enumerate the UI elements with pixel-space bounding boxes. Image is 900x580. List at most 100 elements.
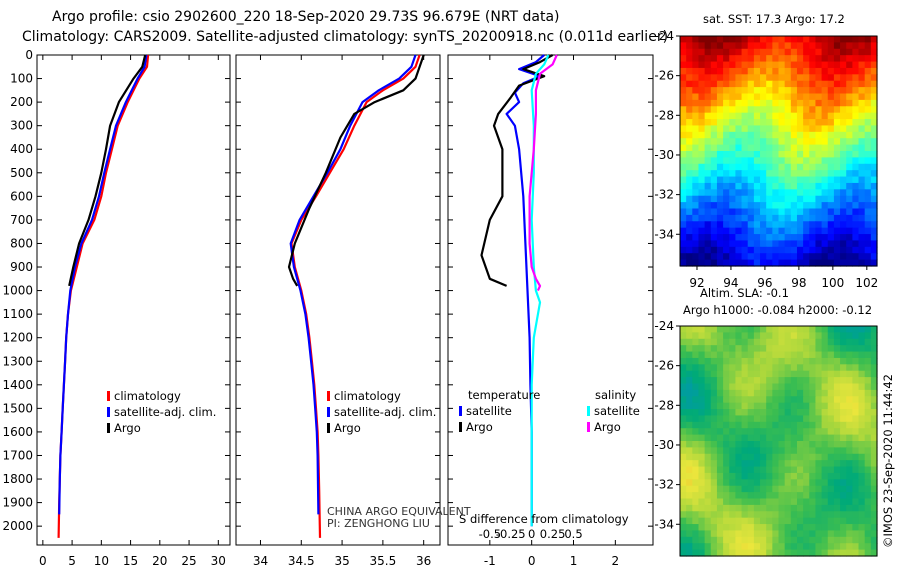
map-cell — [729, 543, 737, 551]
map-cell — [778, 409, 786, 417]
map-cell — [680, 415, 687, 423]
map-cell — [815, 466, 823, 474]
map-cell — [864, 383, 872, 391]
map-cell — [766, 498, 773, 506]
difference-panel: -1 0 1 2-0.5-0.25 0 0.250.5S difference from … — [447, 54, 654, 568]
map-cell — [686, 543, 693, 551]
map-cell — [778, 441, 786, 448]
map-cell — [698, 227, 706, 235]
map-cell — [729, 87, 737, 95]
map-cell — [846, 434, 853, 442]
map-cell — [846, 99, 853, 107]
map-cell — [803, 441, 810, 448]
map-cell — [846, 357, 853, 365]
map-cell — [846, 74, 853, 82]
map-cell — [698, 42, 706, 50]
map-cell — [710, 466, 718, 474]
map-cell — [735, 460, 743, 468]
map-cell — [766, 421, 773, 429]
map-cell — [846, 389, 853, 397]
map-cell — [870, 112, 878, 120]
map-cell — [680, 144, 687, 152]
map-cell — [796, 221, 804, 229]
map-cell — [723, 338, 730, 346]
map-cell — [680, 36, 687, 43]
map-cell — [741, 498, 749, 506]
map-cell — [741, 80, 749, 88]
y-tick-label: 1400 — [2, 378, 33, 392]
map-cell — [827, 93, 835, 101]
map-cell — [716, 221, 724, 229]
map-cell — [680, 377, 687, 385]
map-cell — [753, 189, 761, 197]
map-cell — [846, 447, 853, 455]
map-cell — [680, 234, 687, 242]
map-cell — [833, 119, 841, 127]
map-cell — [858, 208, 866, 216]
map-cell — [704, 402, 712, 410]
map-cell — [803, 67, 810, 75]
map-cell — [723, 345, 730, 353]
map-cell — [741, 428, 749, 436]
map-cell — [833, 195, 841, 203]
map-cell — [784, 428, 792, 436]
map-cell — [772, 377, 780, 385]
map-cell — [680, 383, 687, 391]
map-cell — [833, 163, 841, 171]
map-cell — [698, 240, 706, 248]
map-cell — [852, 74, 860, 82]
map-cell — [766, 112, 773, 120]
map-cell — [827, 55, 835, 63]
map-cell — [840, 351, 847, 359]
map-cell — [680, 396, 687, 404]
map-cell — [704, 157, 712, 165]
map-cell — [796, 240, 804, 248]
map-cell — [852, 549, 860, 557]
map-cell — [827, 338, 835, 346]
map-cell — [729, 485, 737, 493]
map-cell — [716, 511, 724, 519]
map-cell — [747, 112, 755, 120]
map-cell — [772, 517, 780, 525]
map-cell — [809, 55, 817, 63]
map-cell — [729, 195, 737, 203]
map-cell — [704, 189, 712, 197]
map-cell — [723, 530, 730, 538]
x-tick-label: 2 — [612, 554, 620, 568]
map-cell — [747, 234, 755, 242]
map-cell — [686, 428, 693, 436]
map-cell — [846, 80, 853, 88]
map-cell — [840, 163, 847, 171]
map-cell — [827, 485, 835, 493]
map-cell — [692, 259, 700, 267]
map-cell — [846, 428, 853, 436]
map-cell — [778, 253, 786, 261]
map-cell — [729, 498, 737, 506]
map-cell — [852, 338, 860, 346]
map-cell — [840, 472, 847, 480]
map-cell — [821, 42, 829, 50]
map-cell — [821, 189, 829, 197]
map-cell — [686, 125, 693, 133]
map-cell — [846, 511, 853, 519]
map-cell — [698, 67, 706, 75]
map-cell — [772, 409, 780, 417]
map-cell — [766, 106, 773, 114]
map-cell — [760, 338, 767, 346]
map-cell — [846, 351, 853, 359]
map-cell — [864, 131, 872, 139]
map-cell — [741, 338, 749, 346]
map-cell — [778, 479, 786, 487]
map-cell — [716, 332, 724, 340]
map-cell — [716, 447, 724, 455]
map-cell — [778, 332, 786, 340]
map-cell — [815, 357, 823, 365]
map-cell — [840, 441, 847, 448]
map-cell — [833, 227, 841, 235]
map-cell — [692, 234, 700, 242]
map-cell — [846, 240, 853, 248]
map-cell — [796, 383, 804, 391]
map-cell — [692, 221, 700, 229]
map-cell — [870, 195, 878, 203]
map-cell — [852, 202, 860, 210]
